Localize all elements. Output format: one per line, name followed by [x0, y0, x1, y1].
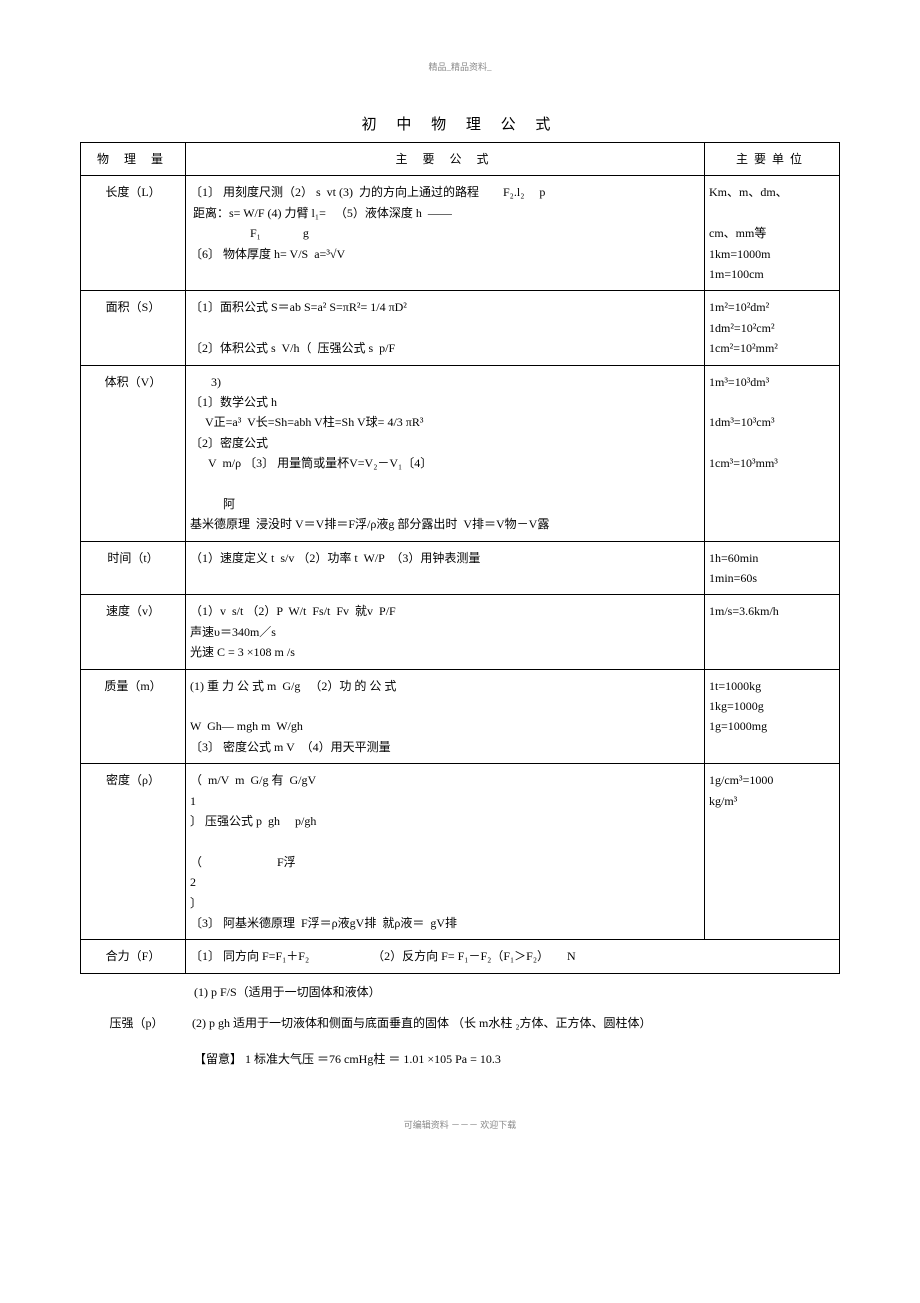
- col-header-quantity: 物 理 量: [81, 143, 186, 176]
- unit-cell: 1h=60min 1min=60s: [705, 541, 840, 595]
- col-header-formula: 主 要 公 式: [186, 143, 705, 176]
- page-title: 初 中 物 理 公 式: [80, 113, 840, 134]
- formula-cell: 3) 〔1〕数学公式 h V正=a³ V长=Sh=abh V柱=Sh V球= 4…: [186, 365, 705, 541]
- formula-cell: （ m/V m G/g 有 G/gV 1 〕 压强公式 p gh p/gh （ …: [186, 764, 705, 940]
- formula-cell: 〔1〕 同方向 F=F₁＋F₂ （2）反方向 F= F₁－F₂（F₁＞F₂） N: [186, 940, 840, 973]
- footer-watermark: 可编辑资料 －－－ 欢迎下载: [80, 1118, 840, 1131]
- table-row: 速度（v） （1）v s/t （2）P W/t Fs/t Fv 就v P/F 声…: [81, 595, 840, 669]
- unit-cell: 1m/s=3.6km/h: [705, 595, 840, 669]
- qty-cell: 面积（S）: [81, 291, 186, 365]
- pressure-row: (1) p F/S（适用于一切固体和液体） 压强（p） (2) p gh 适用于…: [84, 982, 836, 1071]
- formula-cell: (1) 重 力 公 式 m G/g （2）功 的 公 式 W Gh— mgh m…: [186, 669, 705, 764]
- unit-cell: 1m³=10³dm³ 1dm³=10³cm³ 1cm³=10³mm³: [705, 365, 840, 541]
- table-row: 面积（S） 〔1〕面积公式 S＝ab S=a² S=πR²= 1/4 πD² 〔…: [81, 291, 840, 365]
- formula-cell: 〔1〕面积公式 S＝ab S=a² S=πR²= 1/4 πD² 〔2〕体积公式…: [186, 291, 705, 365]
- table-row: 质量（m） (1) 重 力 公 式 m G/g （2）功 的 公 式 W Gh—…: [81, 669, 840, 764]
- below-table-section: (1) p F/S（适用于一切固体和液体） 压强（p） (2) p gh 适用于…: [80, 974, 840, 1079]
- formula-table: 物 理 量 主 要 公 式 主要单位 长度（L） 〔1〕 用刻度尺测（2） s …: [80, 142, 840, 974]
- unit-cell: 1t=1000kg 1kg=1000g 1g=1000mg: [705, 669, 840, 764]
- pressure-note: 【留意】 1 标准大气压 ＝76 cmHg柱 ＝ 1.01 ×105 Pa = …: [194, 1049, 836, 1071]
- table-row: 体积（V） 3) 〔1〕数学公式 h V正=a³ V长=Sh=abh V柱=Sh…: [81, 365, 840, 541]
- unit-cell: Km、m、dm、 cm、mm等 1km=1000m 1m=100cm: [705, 176, 840, 291]
- qty-cell: 时间（t）: [81, 541, 186, 595]
- unit-cell: 1m²=10²dm² 1dm²=10²cm² 1cm²=10²mm²: [705, 291, 840, 365]
- qty-cell: 合力（F）: [81, 940, 186, 973]
- pressure-label: 压强（p）: [84, 1013, 189, 1035]
- table-row: 时间（t） （1）速度定义 t s/v （2）功率 t W/P （3）用钟表测量…: [81, 541, 840, 595]
- table-row: 合力（F） 〔1〕 同方向 F=F₁＋F₂ （2）反方向 F= F₁－F₂（F₁…: [81, 940, 840, 973]
- qty-cell: 长度（L）: [81, 176, 186, 291]
- header-watermark: 精品_精品资料_: [80, 60, 840, 73]
- col-header-unit: 主要单位: [705, 143, 840, 176]
- qty-cell: 速度（v）: [81, 595, 186, 669]
- qty-cell: 质量（m）: [81, 669, 186, 764]
- formula-cell: （1）v s/t （2）P W/t Fs/t Fv 就v P/F 声速υ＝340…: [186, 595, 705, 669]
- table-row: 长度（L） 〔1〕 用刻度尺测（2） s vt (3) 力的方向上通过的路程 F…: [81, 176, 840, 291]
- pressure-line2: (2) p gh 适用于一切液体和侧面与底面垂直的固体 （长 m水柱 ₂方体、正…: [192, 1013, 812, 1035]
- qty-cell: 密度（ρ）: [81, 764, 186, 940]
- formula-cell: 〔1〕 用刻度尺测（2） s vt (3) 力的方向上通过的路程 F₂.l₂ p…: [186, 176, 705, 291]
- unit-cell: 1g/cm³=1000 kg/m³: [705, 764, 840, 940]
- pressure-line1: (1) p F/S（适用于一切固体和液体）: [194, 982, 836, 1004]
- formula-cell: （1）速度定义 t s/v （2）功率 t W/P （3）用钟表测量: [186, 541, 705, 595]
- table-row: 密度（ρ） （ m/V m G/g 有 G/gV 1 〕 压强公式 p gh p…: [81, 764, 840, 940]
- qty-cell: 体积（V）: [81, 365, 186, 541]
